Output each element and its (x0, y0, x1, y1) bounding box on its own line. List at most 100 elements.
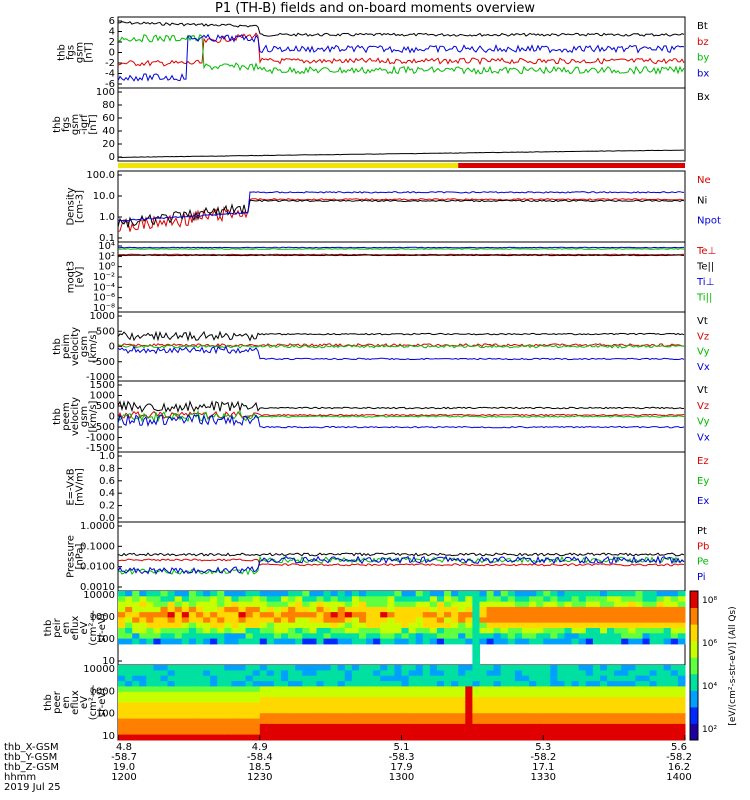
spectrogram-peer-cell (316, 707, 325, 714)
spectrogram-peer-cell (564, 723, 573, 730)
spectrogram-peer-cell (252, 713, 261, 720)
spectrogram-peer-cell (550, 718, 558, 725)
spectrogram-peer-cell (146, 675, 154, 682)
spectrogram-peir-cell (493, 638, 502, 645)
spectrogram-peir-cell (231, 617, 239, 624)
trace-fgs-bx (117, 33, 685, 82)
spectrogram-peer-cell (344, 702, 353, 709)
spectrogram-peer-cell (628, 707, 636, 714)
spectrogram-peer-cell (245, 713, 254, 720)
spectrogram-peir-cell (656, 591, 665, 597)
spectrogram-peer-cell (146, 729, 154, 736)
trace-peem-vt (117, 399, 685, 414)
spectrogram-peer-cell (344, 734, 353, 741)
spectrogram-peer-cell (224, 670, 232, 677)
spectrogram-peer-cell (444, 702, 452, 709)
spectrogram-peer-cell (486, 665, 495, 671)
spectrogram-peir-cell (607, 591, 615, 597)
spectrogram-peir-cell (273, 633, 282, 640)
spectrogram-peer-cell (500, 723, 509, 730)
spectrogram-peir-cell (387, 633, 395, 640)
spectrogram-peer-cell (564, 713, 573, 720)
spectrogram-peir-cell (273, 612, 282, 618)
ytick-fgs-5: -4 (105, 69, 115, 80)
spectrogram-peir-cell (592, 622, 601, 629)
spectrogram-peer-cell (486, 718, 495, 725)
spectrogram-peer-cell (670, 691, 679, 698)
spectrogram-peer-cell (380, 691, 388, 698)
spectrogram-peir-cell (181, 591, 190, 597)
spectrogram-peer-cell (203, 707, 211, 714)
spectrogram-peer-cell (125, 675, 133, 682)
spectrogram-peer-cell (536, 718, 544, 725)
spectrogram-peer-cell (663, 675, 672, 682)
spectrogram-peir-cell (139, 606, 147, 613)
ytick-peem-6: -1500 (86, 443, 115, 454)
spectrogram-peir-cell (203, 638, 211, 645)
spectrogram-peir-cell (663, 606, 672, 613)
spectrogram-peir-cell (217, 622, 225, 629)
spectrogram-peir-cell (677, 596, 686, 603)
spectrogram-peir-cell (592, 617, 601, 624)
spectrogram-peer-cell (231, 670, 239, 677)
spectrogram-peer-cell (281, 681, 289, 687)
spectrogram-peer-cell (408, 734, 417, 741)
ytick-peim-3: -500 (92, 357, 115, 368)
spectrogram-peer-cell (422, 718, 431, 725)
spectrogram-peir-cell (670, 606, 679, 613)
spectrogram-peir-cell (500, 606, 509, 613)
spectrogram-peer-cell (472, 675, 480, 682)
spectrogram-peer-cell (359, 675, 367, 682)
spectrogram-peer-cell (174, 665, 183, 671)
spectrogram-peir-cell (401, 617, 410, 624)
spectrogram-peer-cell (514, 713, 523, 720)
spectrogram-peer-cell (366, 691, 374, 698)
spectrogram-peer-cell (160, 670, 169, 677)
spectrogram-peir-cell (677, 638, 686, 645)
spectrogram-peer-cell (557, 734, 565, 741)
spectrogram-peir-cell (366, 606, 374, 613)
spectrogram-peer-cell (543, 686, 551, 693)
xrow-label-3: hhmm (4, 772, 36, 783)
spectrogram-peer-cell (458, 691, 466, 698)
spectrogram-peer-cell (203, 697, 211, 703)
spectrogram-peer-cell (663, 686, 672, 693)
spectrogram-peir-cell (649, 591, 658, 597)
spectrogram-peir-cell (380, 591, 388, 597)
spectrogram-peer-cell (380, 713, 388, 720)
spectrogram-peir-cell (585, 638, 594, 645)
spectrogram-peir-cell (295, 617, 303, 624)
spectrogram-peer-cell (387, 734, 395, 741)
spectrogram-peer-cell (472, 665, 480, 671)
spectrogram-peir-cell (188, 606, 197, 613)
ylabel-fgs-dsl-2: gsm (70, 114, 81, 135)
spectrogram-peir-cell (635, 591, 643, 597)
spectrogram-peer-cell (203, 702, 211, 709)
ytick-pressure-1: 0.1000 (80, 541, 115, 552)
spectrogram-peir-cell (153, 606, 161, 613)
spectrogram-peir-cell (557, 606, 565, 613)
spectrogram-peer-cell (479, 718, 488, 725)
spectrogram-peer-cell (436, 718, 445, 725)
spectrogram-peer-cell (259, 713, 268, 720)
panel-frame-fgs-dsl (117, 87, 686, 162)
spectrogram-peer-cell (458, 723, 466, 730)
spectrogram-peer-cell (458, 734, 466, 741)
spectrogram-peer-cell (564, 718, 573, 725)
spectrogram-peer-cell (564, 734, 573, 741)
trace-temp-ti (118, 246, 684, 249)
spectrogram-peir-cell (486, 638, 495, 645)
spectrogram-peir-cell (479, 638, 488, 645)
spectrogram-peir-cell (302, 633, 310, 640)
spectrogram-peer-cell (465, 729, 473, 736)
spectrogram-peer-cell (635, 723, 643, 730)
spectrogram-peir-cell (146, 638, 154, 645)
spectrogram-peir-cell (656, 622, 665, 629)
spectrogram-peir-cell (153, 628, 161, 634)
spectrogram-peer-cell (118, 734, 126, 741)
spectrogram-peer-cell (224, 713, 232, 720)
ytick-density-2: 1.0 (99, 212, 115, 223)
spectrogram-peer-cell (366, 707, 374, 714)
spectrogram-peer-cell (529, 718, 537, 725)
spectrogram-peir-cell (337, 591, 346, 597)
